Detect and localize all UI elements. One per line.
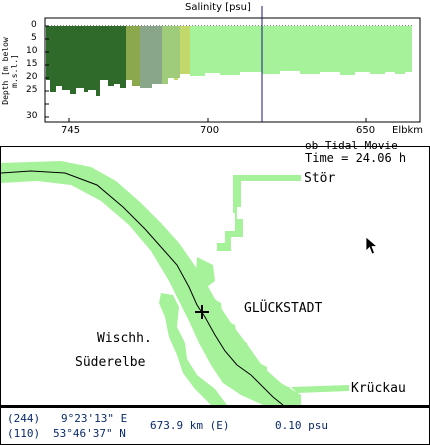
- status-salinity: 0.10 psu: [275, 419, 328, 432]
- plot-frame: [44, 17, 421, 123]
- status-longitude: 9°23'13" E: [61, 412, 128, 425]
- salinity-section-plot: [44, 6, 421, 123]
- xtick-745: 745: [61, 125, 81, 136]
- ytick-20: 20: [26, 72, 38, 82]
- place-wischhafen: Wischh.: [97, 331, 152, 346]
- river-east-bank: [195, 257, 297, 399]
- ytick-15: 15: [26, 59, 38, 69]
- salinity-band-khaki: [126, 26, 140, 86]
- status-bar: (244) 9°23'13" E (110) 53°46'37" N 673.9…: [0, 406, 430, 445]
- salinity-band-gray: [140, 26, 162, 88]
- estuary-map[interactable]: [1, 147, 429, 405]
- stor-channel: [217, 175, 301, 251]
- ytick-5: 5: [31, 33, 37, 43]
- status-code-lat: (110): [7, 427, 41, 440]
- place-stor: Stör: [304, 171, 336, 186]
- ytick-0: 0: [31, 20, 37, 30]
- status-code-lon: (244): [7, 412, 41, 425]
- y-ticks: [45, 25, 49, 118]
- ytick-25: 25: [26, 85, 38, 95]
- x-ticks: [68, 118, 367, 122]
- estuary-map-panel[interactable]: ob Tidal Movie Time = 24.06 h Stör GLÜCK…: [0, 139, 430, 406]
- saline-wedge-area: [46, 26, 126, 96]
- position-crosshair: [195, 305, 209, 319]
- xtick-650: 650: [356, 125, 376, 136]
- ytick-30: 30: [26, 111, 38, 121]
- place-suderelbe: Süderelbe: [75, 355, 146, 370]
- section-title: Salinity [psu]: [185, 2, 251, 13]
- fresh-water-area: [190, 26, 412, 76]
- mouse-pointer-icon: [365, 236, 379, 255]
- status-latitude: 53°46'37" N: [53, 427, 126, 440]
- salinity-section-panel: Salinity [psu] Depth [m below m.s.l.] 0: [0, 0, 430, 140]
- xtick-700: 700: [200, 125, 220, 136]
- time-label: Time = 24.06 h: [305, 151, 407, 165]
- ytick-10: 10: [26, 46, 38, 56]
- fairway-line: [1, 170, 284, 405]
- place-gluckstadt: GLÜCKSTADT: [244, 301, 323, 316]
- map-header-partial: ob Tidal Movie: [305, 139, 398, 152]
- status-km: 673.9 km (E): [150, 419, 230, 432]
- river-west-bank: [159, 293, 227, 405]
- salinity-band-mid: [162, 26, 180, 84]
- place-kruckau: Krückau: [351, 381, 406, 396]
- x-unit-label: Elbkm: [392, 125, 423, 136]
- kruckau-channel: [291, 385, 349, 393]
